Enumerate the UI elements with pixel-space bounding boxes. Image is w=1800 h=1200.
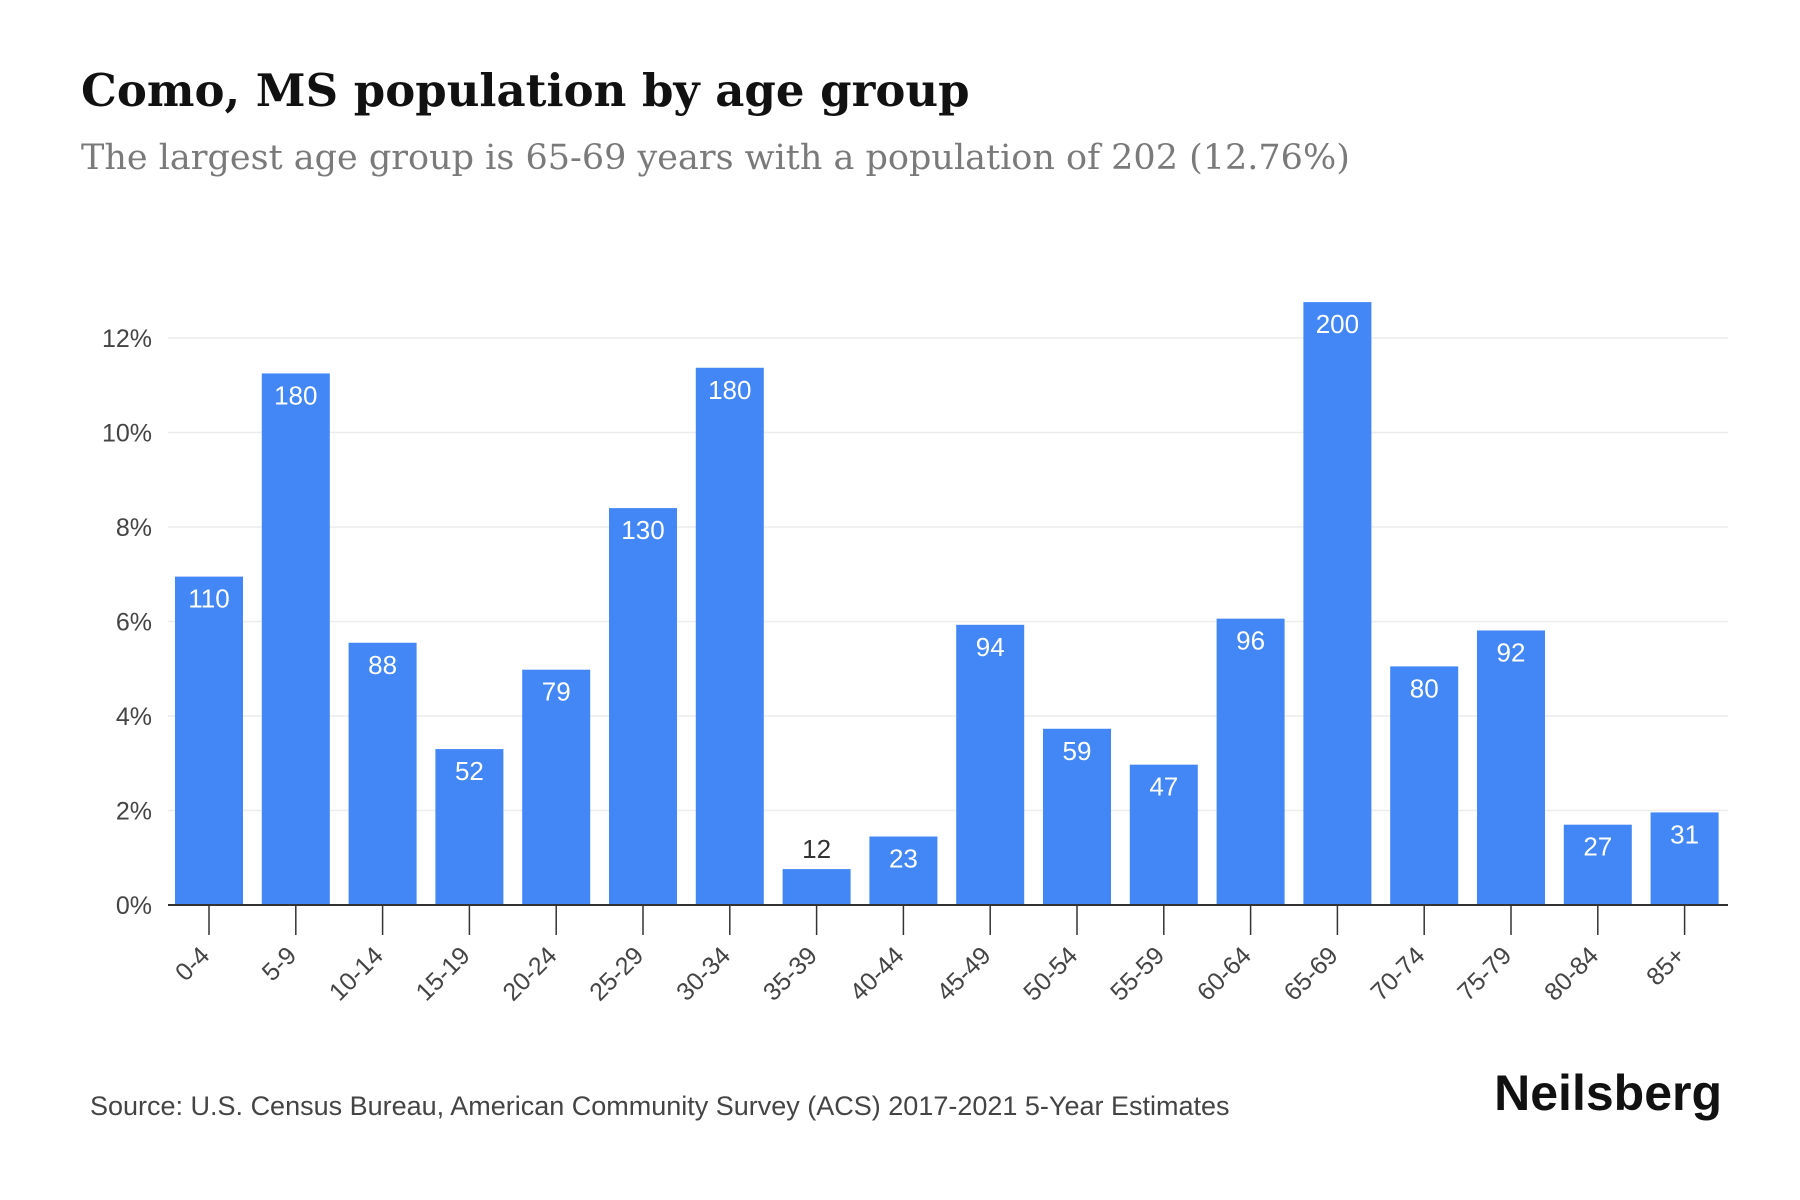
x-tick-label: 30-34 — [671, 941, 736, 1006]
y-tick-label: 2% — [116, 798, 152, 826]
bar-value-label: 52 — [455, 756, 484, 786]
brand-logo: Neilsberg — [1494, 1065, 1722, 1121]
bar — [1216, 618, 1285, 905]
bar — [1129, 764, 1198, 905]
bar — [1390, 666, 1459, 905]
y-tick-label: 4% — [116, 703, 152, 731]
bar — [695, 367, 764, 906]
y-axis: 0% 2% 4% 6% 8% 10% 12% — [102, 325, 152, 920]
bar — [956, 624, 1025, 905]
y-tick-label: 0% — [116, 892, 152, 920]
x-tick-label: 70-74 — [1365, 941, 1430, 1006]
bar — [522, 669, 591, 905]
bar-value-label: 12 — [802, 834, 831, 864]
bar — [1303, 302, 1372, 906]
bar-value-label: 79 — [542, 677, 571, 707]
x-tick-label: 60-64 — [1192, 941, 1257, 1006]
bar-value-label: 180 — [274, 380, 317, 410]
x-tick-label: 80-84 — [1539, 941, 1604, 1006]
x-tick-label: 25-29 — [584, 941, 649, 1006]
y-tick-label: 6% — [116, 609, 152, 637]
bar-value-label: 59 — [1063, 736, 1092, 766]
x-tick-label: 50-54 — [1018, 941, 1083, 1006]
bar-value-label: 47 — [1149, 772, 1178, 802]
bar-value-label: 110 — [188, 584, 229, 614]
y-tick-label: 8% — [116, 514, 152, 542]
bar-value-label: 94 — [976, 632, 1005, 662]
x-tick-label: 35-39 — [758, 941, 823, 1006]
x-tick-label: 65-69 — [1279, 941, 1344, 1006]
x-tick-label: 85+ — [1641, 941, 1691, 991]
y-tick-label: 10% — [102, 420, 152, 448]
bar-value-label: 88 — [368, 650, 397, 680]
x-tick-label: 15-19 — [411, 941, 476, 1006]
chart-title: Como, MS population by age group — [81, 64, 970, 117]
x-tick-label: 10-14 — [324, 941, 389, 1006]
x-tick-label: 75-79 — [1452, 941, 1517, 1006]
bars: 110 180 88 52 79 130 180 12 23 94 59 47 96 200 80 92 27 3… — [175, 302, 1719, 906]
bar — [261, 373, 330, 905]
bar-value-label: 96 — [1236, 626, 1265, 656]
bar-value-label: 180 — [708, 375, 751, 405]
grid-lines — [168, 337, 1728, 812]
bar — [435, 749, 504, 905]
x-tick-label: 0-4 — [170, 941, 215, 986]
bar — [1563, 824, 1632, 905]
bar — [1477, 630, 1545, 905]
bar-value-label: 23 — [889, 843, 918, 873]
bar-value-label: 200 — [1316, 309, 1359, 339]
bar — [1650, 812, 1719, 905]
bar — [1043, 728, 1111, 905]
bar — [175, 576, 243, 905]
bar-value-label: 92 — [1497, 637, 1526, 667]
bar-value-label: 31 — [1670, 819, 1699, 849]
bar — [609, 508, 677, 905]
bar-value-label: 80 — [1410, 673, 1439, 703]
bar-value-label: 27 — [1583, 832, 1612, 862]
y-tick-label: 12% — [102, 325, 152, 353]
x-tick-label: 55-59 — [1105, 941, 1170, 1006]
source-text: Source: U.S. Census Bureau, American Com… — [90, 1091, 1230, 1121]
x-tick-label: 5-9 — [257, 941, 302, 986]
bar — [782, 869, 851, 905]
x-tick-label: 45-49 — [931, 941, 996, 1006]
bar — [348, 642, 417, 905]
chart-subtitle: The largest age group is 65-69 years wit… — [81, 138, 1350, 178]
bar — [869, 836, 938, 905]
bar-value-label: 130 — [621, 515, 664, 545]
x-axis: 0-4 5-9 10-14 15-19 20-24 25-29 30-34 35-39 40-4… — [170, 905, 1691, 1006]
x-tick-label: 40-44 — [845, 941, 910, 1006]
x-tick-label: 20-24 — [497, 941, 562, 1006]
